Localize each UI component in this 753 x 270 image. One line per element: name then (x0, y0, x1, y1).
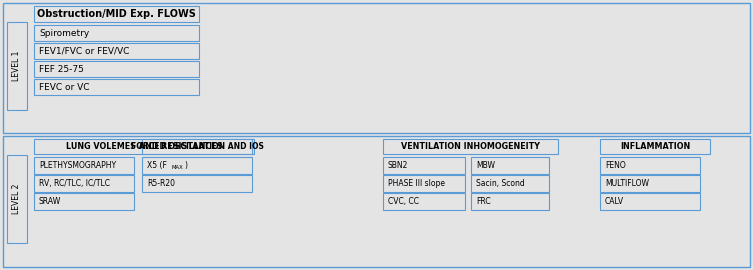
Text: SRAW: SRAW (39, 197, 61, 206)
Text: PLETHYSMOGRAPHY: PLETHYSMOGRAPHY (39, 161, 116, 170)
Text: VENTILATION INHOMOGENEITY: VENTILATION INHOMOGENEITY (401, 142, 540, 151)
FancyBboxPatch shape (471, 157, 549, 174)
FancyBboxPatch shape (383, 139, 558, 154)
Text: X5 (F: X5 (F (147, 161, 167, 170)
FancyBboxPatch shape (142, 157, 252, 174)
FancyBboxPatch shape (383, 193, 465, 210)
Text: MBW: MBW (476, 161, 495, 170)
Text: SBN2: SBN2 (388, 161, 408, 170)
FancyBboxPatch shape (34, 175, 134, 192)
Text: CVC, CC: CVC, CC (388, 197, 419, 206)
FancyBboxPatch shape (3, 136, 750, 267)
FancyBboxPatch shape (34, 61, 199, 77)
FancyBboxPatch shape (383, 175, 465, 192)
Text: FORCED OSCILLATION AND IOS: FORCED OSCILLATION AND IOS (130, 142, 264, 151)
FancyBboxPatch shape (3, 3, 750, 133)
Text: LEVEL 2: LEVEL 2 (13, 184, 22, 214)
Text: Sacin, Scond: Sacin, Scond (476, 179, 525, 188)
Text: MAX: MAX (172, 165, 184, 170)
FancyBboxPatch shape (34, 193, 134, 210)
FancyBboxPatch shape (471, 193, 549, 210)
FancyBboxPatch shape (34, 25, 199, 41)
FancyBboxPatch shape (142, 175, 252, 192)
Text: PHASE III slope: PHASE III slope (388, 179, 445, 188)
Text: MULTIFLOW: MULTIFLOW (605, 179, 649, 188)
Text: LEVEL 1: LEVEL 1 (13, 51, 22, 81)
Text: LUNG VOLEMES AND RESISTANCES: LUNG VOLEMES AND RESISTANCES (66, 142, 222, 151)
FancyBboxPatch shape (471, 175, 549, 192)
FancyBboxPatch shape (600, 157, 700, 174)
FancyBboxPatch shape (34, 6, 199, 22)
Text: FEV1/FVC or FEV/VC: FEV1/FVC or FEV/VC (39, 46, 130, 56)
Text: FRC: FRC (476, 197, 491, 206)
Text: Obstruction/MID Exp. FLOWS: Obstruction/MID Exp. FLOWS (37, 9, 196, 19)
FancyBboxPatch shape (34, 79, 199, 95)
FancyBboxPatch shape (600, 139, 710, 154)
FancyBboxPatch shape (34, 157, 134, 174)
FancyBboxPatch shape (600, 175, 700, 192)
FancyBboxPatch shape (7, 155, 27, 243)
FancyBboxPatch shape (34, 139, 254, 154)
FancyBboxPatch shape (34, 43, 199, 59)
FancyBboxPatch shape (383, 157, 465, 174)
Text: R5-R20: R5-R20 (147, 179, 175, 188)
Text: INFLAMMATION: INFLAMMATION (620, 142, 691, 151)
Text: FENO: FENO (605, 161, 626, 170)
Text: FEF 25-75: FEF 25-75 (39, 65, 84, 73)
Text: FEVC or VC: FEVC or VC (39, 83, 90, 92)
Text: RV, RC/TLC, IC/TLC: RV, RC/TLC, IC/TLC (39, 179, 110, 188)
FancyBboxPatch shape (7, 22, 27, 110)
FancyBboxPatch shape (600, 193, 700, 210)
FancyBboxPatch shape (142, 139, 252, 154)
Text: CALV: CALV (605, 197, 624, 206)
Text: Spirometry: Spirometry (39, 29, 90, 38)
Text: ): ) (184, 161, 187, 170)
